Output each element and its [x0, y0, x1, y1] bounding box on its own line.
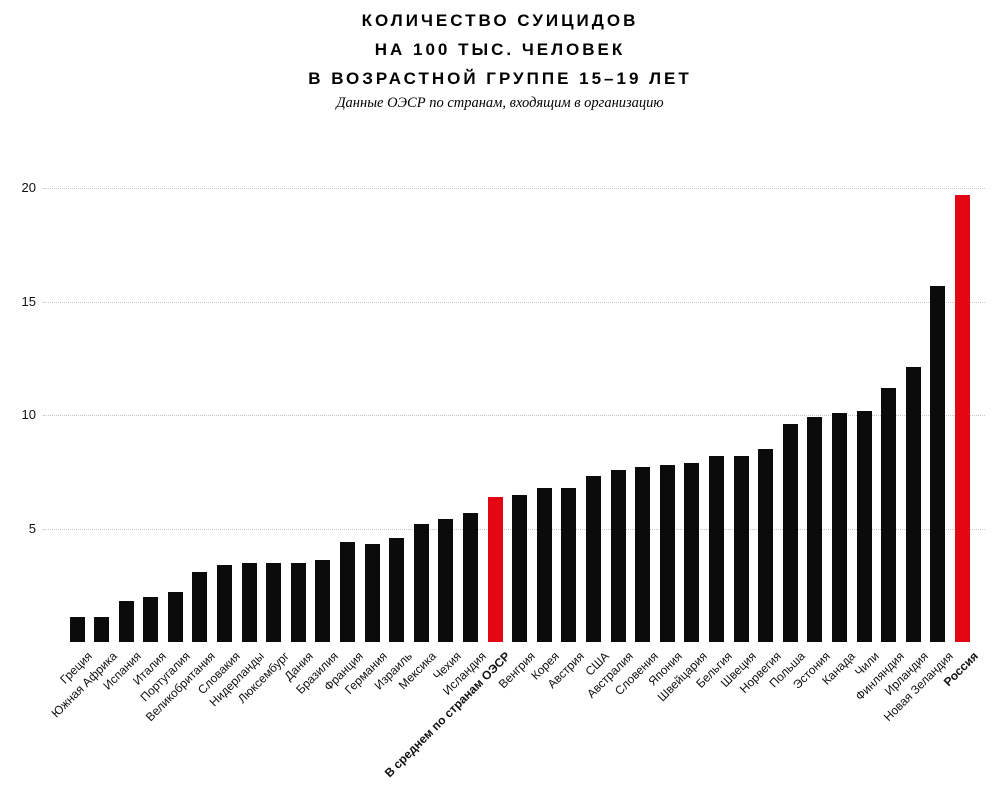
- y-tick-label: 10: [21, 407, 36, 423]
- bar: [217, 564, 233, 642]
- bar-highlighted: [955, 195, 970, 642]
- bar: [413, 524, 429, 642]
- bar: [832, 412, 847, 642]
- chart-subtitle: Данные ОЭСР по странам, входящим в орган…: [336, 95, 664, 111]
- bar: [733, 455, 749, 642]
- bar: [438, 519, 454, 642]
- bar: [782, 424, 798, 642]
- bar: [709, 455, 725, 642]
- bar: [266, 562, 282, 642]
- bar: [856, 410, 872, 642]
- bar: [290, 562, 306, 642]
- bar: [684, 462, 700, 642]
- bar: [561, 487, 577, 642]
- bar: [340, 542, 356, 642]
- bar: [463, 512, 479, 642]
- chart-title-line-1: КОЛИЧЕСТВО СУИЦИДОВ: [361, 11, 639, 30]
- y-tick-label: 20: [21, 180, 36, 196]
- bar: [364, 544, 380, 642]
- bar: [389, 537, 405, 642]
- y-tick-label: 15: [21, 293, 36, 309]
- y-tick-label: 5: [28, 520, 36, 536]
- bar: [635, 467, 651, 642]
- bar: [659, 465, 675, 642]
- bar: [94, 617, 110, 642]
- bar-highlighted: [487, 496, 503, 642]
- bar: [512, 494, 528, 642]
- chart-title: КОЛИЧЕСТВО СУИЦИДОВ НА 100 ТЫС. ЧЕЛОВЕК …: [0, 6, 1000, 93]
- bar: [807, 417, 823, 642]
- bar: [315, 560, 331, 642]
- bar: [536, 487, 552, 642]
- bar: [167, 592, 183, 642]
- gridline-10: [43, 415, 985, 417]
- bar: [192, 571, 208, 642]
- chart-title-line-2: НА 100 ТЫС. ЧЕЛОВЕК: [374, 40, 626, 59]
- bar: [118, 601, 134, 642]
- bar: [905, 367, 921, 642]
- bar: [930, 285, 946, 642]
- gridline-20: [43, 188, 985, 190]
- bar: [143, 596, 159, 642]
- bar: [610, 469, 626, 642]
- chart-title-line-3: В ВОЗРАСТНОЙ ГРУППЕ 15–19 ЛЕТ: [308, 69, 692, 88]
- bar: [881, 387, 897, 642]
- bar: [586, 476, 602, 642]
- bar: [69, 617, 85, 642]
- bar: [241, 562, 257, 642]
- bar: [758, 449, 774, 642]
- gridline-15: [43, 301, 985, 303]
